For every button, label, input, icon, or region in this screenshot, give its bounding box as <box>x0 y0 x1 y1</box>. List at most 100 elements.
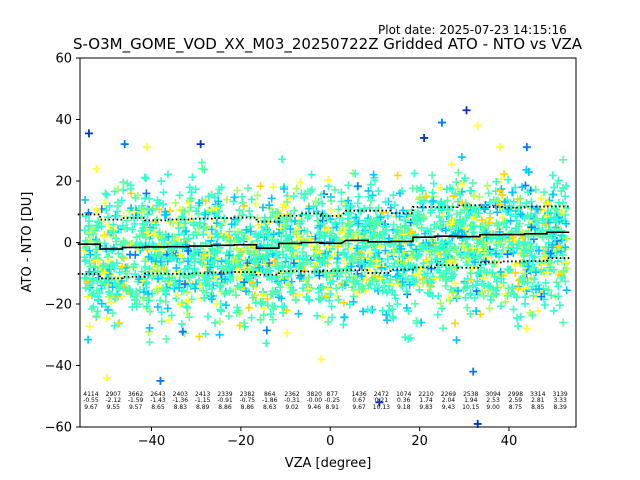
scatter-point <box>447 269 456 278</box>
scatter-point <box>356 207 365 216</box>
scatter-point <box>295 273 304 282</box>
scatter-point <box>177 299 186 308</box>
y-tick-label: 60 <box>55 52 72 67</box>
bin-stat-std: 9.67 <box>352 404 366 411</box>
scatter-point <box>207 295 216 304</box>
scatter-point <box>206 231 215 240</box>
scatter-point <box>361 243 370 252</box>
scatter-point <box>452 209 461 218</box>
scatter-point <box>178 213 187 222</box>
scatter-point <box>92 165 101 174</box>
scatter-point <box>290 206 299 215</box>
scatter-point <box>434 204 443 213</box>
scatter-point <box>561 277 570 286</box>
bin-stat-mean: -2.12 <box>106 397 122 404</box>
scatter-point <box>230 215 239 224</box>
scatter-point <box>534 281 543 290</box>
scatter-point <box>143 204 152 213</box>
scatter-point <box>114 185 123 194</box>
scatter-point <box>479 280 488 289</box>
scatter-point <box>492 219 501 228</box>
scatter-point <box>203 312 212 321</box>
scatter-point <box>495 269 504 278</box>
scatter-point <box>186 251 195 260</box>
scatter-point <box>99 232 108 241</box>
scatter-point <box>325 237 334 246</box>
scatter-point <box>347 262 356 271</box>
scatter-point <box>473 239 482 248</box>
scatter-point <box>85 267 94 276</box>
scatter-point <box>353 199 362 208</box>
scatter-point <box>333 254 342 263</box>
scatter-points <box>80 106 571 428</box>
scatter-point <box>353 244 362 253</box>
scatter-point <box>343 232 352 241</box>
scatter-point <box>401 221 410 230</box>
scatter-point <box>324 317 333 326</box>
scatter-point <box>140 173 149 182</box>
scatter-point <box>183 303 192 312</box>
outlier-point <box>420 133 429 142</box>
scatter-point <box>485 213 494 222</box>
scatter-point <box>501 297 510 306</box>
scatter-point <box>398 269 407 278</box>
scatter-point <box>296 178 305 187</box>
scatter-point <box>93 256 102 265</box>
scatter-point <box>201 197 210 206</box>
scatter-point <box>475 192 484 201</box>
scatter-point <box>343 210 352 219</box>
scatter-point <box>386 238 395 247</box>
bin-stat-count: 3820 <box>307 391 322 398</box>
bin-stat-mean: 0.36 <box>397 397 411 404</box>
bin-stat-mean: -0.31 <box>284 397 300 404</box>
scatter-point <box>376 274 385 283</box>
scatter-point <box>350 217 359 226</box>
scatter-point <box>466 291 475 300</box>
scatter-point <box>243 246 252 255</box>
scatter-point <box>361 228 370 237</box>
scatter-point <box>511 183 520 192</box>
scatter-point <box>198 286 207 295</box>
scatter-point <box>158 284 167 293</box>
scatter-point <box>527 223 536 232</box>
scatter-point <box>244 303 253 312</box>
scatter-point <box>368 219 377 228</box>
scatter-point <box>164 232 173 241</box>
x-tick-label: −40 <box>138 434 165 449</box>
scatter-point <box>252 232 261 241</box>
scatter-point <box>307 185 316 194</box>
scatter-point <box>536 228 545 237</box>
scatter-point <box>161 297 170 306</box>
scatter-point <box>245 233 254 242</box>
scatter-point <box>214 197 223 206</box>
scatter-point <box>527 251 536 260</box>
scatter-point <box>521 240 530 249</box>
scatter-point <box>466 309 475 318</box>
scatter-point <box>504 175 513 184</box>
scatter-point <box>226 247 235 256</box>
scatter-point <box>274 293 283 302</box>
scatter-point <box>478 288 487 297</box>
scatter-point <box>335 272 344 281</box>
scatter-point <box>416 183 425 192</box>
scatter-point <box>443 244 452 253</box>
bin-stat-mean: 1.74 <box>419 397 433 404</box>
scatter-point <box>481 257 490 266</box>
outlier-point <box>317 355 326 364</box>
scatter-point <box>320 210 329 219</box>
scatter-point <box>213 278 222 287</box>
scatter-point <box>232 244 241 253</box>
scatter-point <box>393 300 402 309</box>
scatter-point <box>398 277 407 286</box>
scatter-point <box>81 195 90 204</box>
scatter-point <box>253 236 262 245</box>
scatter-point <box>302 293 311 302</box>
scatter-point <box>144 252 153 261</box>
scatter-point <box>404 307 413 316</box>
scatter-point <box>487 234 496 243</box>
scatter-point <box>436 222 445 231</box>
scatter-point <box>375 231 384 240</box>
scatter-point <box>123 223 132 232</box>
scatter-point <box>314 284 323 293</box>
scatter-point <box>251 272 260 281</box>
